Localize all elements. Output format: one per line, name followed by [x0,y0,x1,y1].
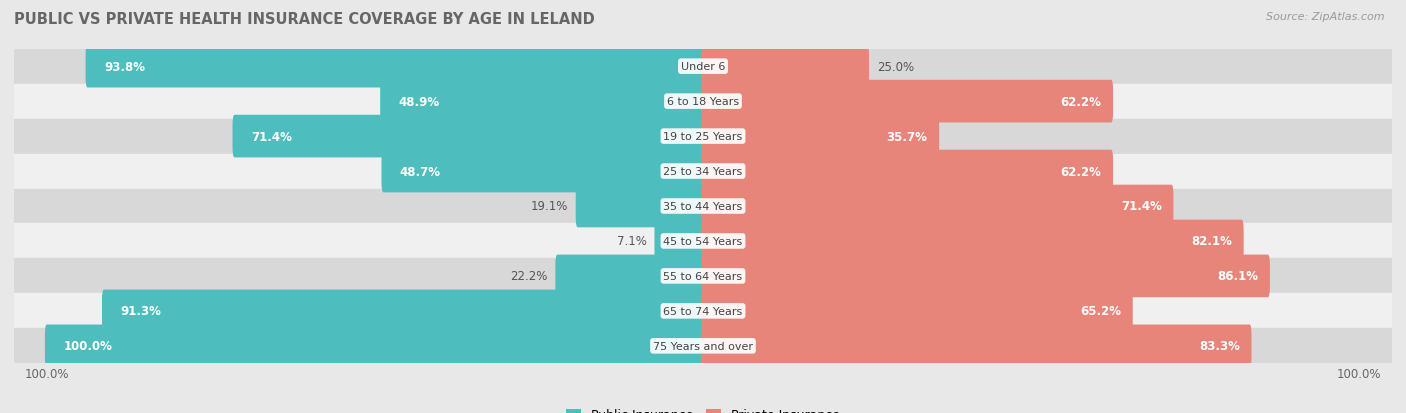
Text: 35 to 44 Years: 35 to 44 Years [664,202,742,211]
Text: 6 to 18 Years: 6 to 18 Years [666,97,740,107]
FancyBboxPatch shape [45,325,704,367]
Text: 48.7%: 48.7% [399,165,441,178]
Text: 83.3%: 83.3% [1199,339,1240,352]
Bar [14,84,1392,119]
FancyBboxPatch shape [654,220,704,263]
Text: 19 to 25 Years: 19 to 25 Years [664,132,742,142]
Text: 93.8%: 93.8% [104,61,145,74]
Text: 45 to 54 Years: 45 to 54 Years [664,236,742,247]
FancyBboxPatch shape [86,46,704,88]
Text: 25.0%: 25.0% [877,61,914,74]
Bar [14,294,1392,329]
Bar [14,119,1392,154]
FancyBboxPatch shape [575,185,704,228]
FancyBboxPatch shape [702,255,1270,297]
Bar [14,50,1392,84]
Text: 65 to 74 Years: 65 to 74 Years [664,306,742,316]
Legend: Public Insurance, Private Insurance: Public Insurance, Private Insurance [561,404,845,413]
FancyBboxPatch shape [103,290,704,332]
Text: 22.2%: 22.2% [510,270,547,283]
Text: 71.4%: 71.4% [1121,200,1161,213]
Text: 35.7%: 35.7% [887,130,928,143]
Text: 7.1%: 7.1% [617,235,647,248]
Text: 62.2%: 62.2% [1060,95,1101,108]
FancyBboxPatch shape [702,325,1251,367]
Text: 25 to 34 Years: 25 to 34 Years [664,166,742,177]
Text: 86.1%: 86.1% [1218,270,1258,283]
Text: Source: ZipAtlas.com: Source: ZipAtlas.com [1267,12,1385,22]
FancyBboxPatch shape [380,81,704,123]
Text: 91.3%: 91.3% [121,305,162,318]
Bar [14,329,1392,363]
Text: 19.1%: 19.1% [530,200,568,213]
Text: 75 Years and over: 75 Years and over [652,341,754,351]
Text: 65.2%: 65.2% [1080,305,1121,318]
FancyBboxPatch shape [702,116,939,158]
FancyBboxPatch shape [702,46,869,88]
FancyBboxPatch shape [555,255,704,297]
Bar [14,189,1392,224]
FancyBboxPatch shape [232,116,704,158]
Text: 55 to 64 Years: 55 to 64 Years [664,271,742,281]
Text: 82.1%: 82.1% [1191,235,1232,248]
FancyBboxPatch shape [702,81,1114,123]
Bar [14,154,1392,189]
Text: 62.2%: 62.2% [1060,165,1101,178]
FancyBboxPatch shape [702,185,1174,228]
FancyBboxPatch shape [702,150,1114,193]
Text: PUBLIC VS PRIVATE HEALTH INSURANCE COVERAGE BY AGE IN LELAND: PUBLIC VS PRIVATE HEALTH INSURANCE COVER… [14,12,595,27]
Text: 100.0%: 100.0% [63,339,112,352]
Text: Under 6: Under 6 [681,62,725,72]
Text: 48.9%: 48.9% [398,95,440,108]
FancyBboxPatch shape [702,220,1244,263]
FancyBboxPatch shape [381,150,704,193]
Bar [14,224,1392,259]
FancyBboxPatch shape [702,290,1133,332]
Text: 71.4%: 71.4% [250,130,292,143]
Bar [14,259,1392,294]
